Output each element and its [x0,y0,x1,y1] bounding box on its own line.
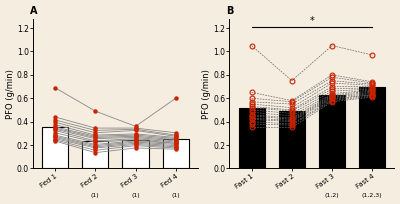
Text: *: * [310,16,314,26]
Text: (1): (1) [131,193,140,198]
Text: (1,2): (1,2) [325,193,339,198]
Text: (1,2,3): (1,2,3) [362,193,383,198]
Y-axis label: PFO (g/min): PFO (g/min) [6,69,14,119]
Text: (1): (1) [91,193,100,198]
Bar [122,140,149,169]
Bar [82,141,108,169]
Text: B: B [226,6,234,16]
Bar [42,128,68,169]
Text: A: A [30,6,37,16]
Y-axis label: PFO (g/min): PFO (g/min) [202,69,211,119]
Bar [359,86,385,169]
Bar [319,95,345,169]
Bar [163,139,189,169]
Text: (1): (1) [172,193,180,198]
Bar [279,111,305,169]
Bar [238,108,265,169]
